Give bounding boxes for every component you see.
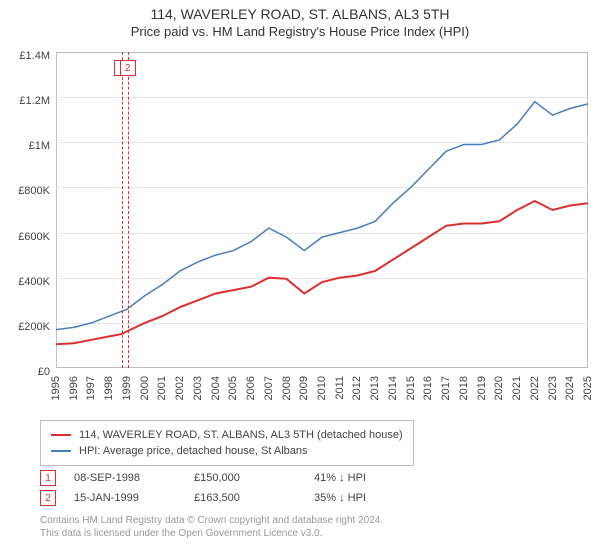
transaction-date: 08-SEP-1998	[74, 472, 194, 484]
x-tick-label: 1996	[68, 376, 80, 400]
x-tick-label: 2012	[351, 376, 363, 400]
x-tick-label: 2013	[369, 376, 381, 400]
x-tick-label: 1998	[103, 376, 115, 400]
x-tick-label: 1997	[85, 376, 97, 400]
series-price_paid	[56, 201, 588, 344]
x-tick-label: 2005	[227, 376, 239, 400]
x-tick-label: 2008	[281, 376, 293, 400]
chart-titles: 114, WAVERLEY ROAD, ST. ALBANS, AL3 5TH …	[0, 0, 600, 39]
chart-lines	[56, 52, 588, 368]
legend-swatch	[51, 450, 71, 452]
legend-swatch	[51, 434, 71, 436]
y-axis-labels: £0£200K£400K£600K£800K£1M£1.2M£1.4M	[8, 52, 54, 368]
legend-label: HPI: Average price, detached house, St A…	[79, 445, 308, 457]
x-tick-label: 1999	[121, 376, 133, 400]
x-tick-label: 2002	[174, 376, 186, 400]
transaction-marker: 2	[40, 490, 56, 506]
x-tick-label: 2006	[245, 376, 257, 400]
x-tick-label: 1995	[50, 376, 62, 400]
x-tick-label: 2019	[476, 376, 488, 400]
transaction-delta: 41% ↓ HPI	[314, 472, 434, 484]
x-tick-label: 2001	[156, 376, 168, 400]
y-tick-label: £600K	[18, 231, 50, 243]
x-tick-label: 2004	[210, 376, 222, 400]
footer-line-1: Contains HM Land Registry data © Crown c…	[40, 514, 383, 527]
transaction-row: 1 08-SEP-1998£150,00041% ↓ HPI	[40, 468, 434, 488]
y-tick-label: £1M	[29, 140, 50, 152]
transaction-date: 15-JAN-1999	[74, 492, 194, 504]
x-tick-label: 2024	[564, 376, 576, 400]
transaction-price: £163,500	[194, 492, 314, 504]
y-tick-label: £0	[38, 366, 50, 378]
x-tick-label: 2014	[387, 376, 399, 400]
transaction-price: £150,000	[194, 472, 314, 484]
x-tick-label: 2007	[263, 376, 275, 400]
legend: 114, WAVERLEY ROAD, ST. ALBANS, AL3 5TH …	[40, 420, 414, 466]
y-tick-label: £1.4M	[19, 50, 50, 62]
chart-title: 114, WAVERLEY ROAD, ST. ALBANS, AL3 5TH	[0, 6, 600, 22]
x-tick-label: 2020	[493, 376, 505, 400]
x-tick-label: 2022	[529, 376, 541, 400]
chart-area: £0£200K£400K£600K£800K£1M£1.2M£1.4M 1995…	[8, 48, 592, 368]
transaction-row: 2 15-JAN-1999£163,50035% ↓ HPI	[40, 488, 434, 508]
x-tick-label: 2025	[582, 376, 594, 400]
x-tick-label: 2015	[405, 376, 417, 400]
x-tick-label: 2000	[139, 376, 151, 400]
x-tick-label: 2016	[422, 376, 434, 400]
legend-item: 114, WAVERLEY ROAD, ST. ALBANS, AL3 5TH …	[51, 427, 403, 443]
y-tick-label: £800K	[18, 185, 50, 197]
chart-container: 114, WAVERLEY ROAD, ST. ALBANS, AL3 5TH …	[0, 0, 600, 560]
transaction-marker: 1	[40, 470, 56, 486]
footer: Contains HM Land Registry data © Crown c…	[40, 514, 383, 540]
y-tick-label: £1.2M	[19, 95, 50, 107]
x-tick-label: 2009	[298, 376, 310, 400]
transaction-table: 1 08-SEP-1998£150,00041% ↓ HPI 2 15-JAN-199…	[40, 468, 434, 508]
legend-item: HPI: Average price, detached house, St A…	[51, 443, 403, 459]
x-tick-label: 2021	[511, 376, 523, 400]
y-tick-label: £400K	[18, 276, 50, 288]
x-axis-labels: 1995199619971998199920002001200220032004…	[56, 372, 588, 412]
x-tick-label: 2017	[440, 376, 452, 400]
transaction-delta: 35% ↓ HPI	[314, 492, 434, 504]
legend-label: 114, WAVERLEY ROAD, ST. ALBANS, AL3 5TH …	[79, 429, 403, 441]
y-tick-label: £200K	[18, 321, 50, 333]
footer-line-2: This data is licensed under the Open Gov…	[40, 527, 383, 540]
x-tick-label: 2010	[316, 376, 328, 400]
x-tick-label: 2011	[334, 376, 346, 400]
x-tick-label: 2023	[547, 376, 559, 400]
x-tick-label: 2018	[458, 376, 470, 400]
chart-subtitle: Price paid vs. HM Land Registry's House …	[0, 24, 600, 39]
x-tick-label: 2003	[192, 376, 204, 400]
